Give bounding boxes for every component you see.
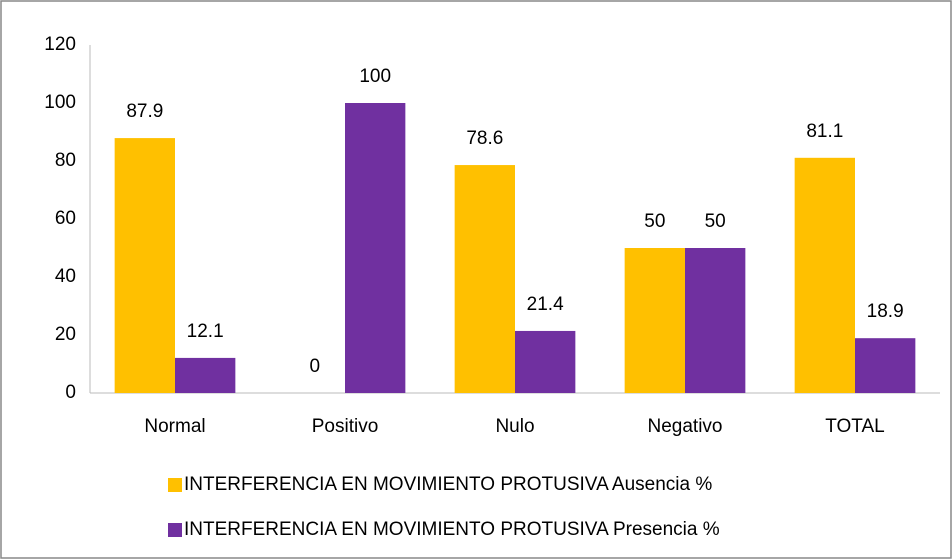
data-label: 87.9 [126, 101, 163, 122]
bar [515, 330, 576, 393]
y-tick-label: 40 [55, 266, 76, 287]
bar [685, 248, 746, 393]
bar [454, 165, 515, 393]
x-tick-label: Nulo [495, 416, 534, 437]
data-label: 81.1 [806, 121, 843, 142]
bar [794, 157, 855, 393]
data-label: 50 [644, 211, 665, 232]
data-label: 18.9 [867, 301, 904, 322]
data-label: 78.6 [466, 128, 503, 149]
y-tick-label: 20 [55, 324, 76, 345]
data-label: 12.1 [187, 321, 224, 342]
bar [855, 338, 916, 393]
data-label: 21.4 [527, 294, 564, 315]
data-label: 100 [359, 66, 391, 87]
legend-label: INTERFERENCIA EN MOVIMIENTO PROTUSIVA Au… [184, 474, 712, 495]
legend-label: INTERFERENCIA EN MOVIMIENTO PROTUSIVA Pr… [184, 519, 720, 540]
y-tick-label: 120 [44, 34, 76, 55]
data-label: 50 [705, 211, 726, 232]
y-tick-label: 80 [55, 150, 76, 171]
x-tick-label: Positivo [312, 416, 379, 437]
x-tick-label: Normal [144, 416, 205, 437]
y-tick-label: 60 [55, 208, 76, 229]
legend-swatch [168, 523, 182, 537]
bar [114, 138, 175, 393]
bar [175, 357, 236, 393]
data-label: 0 [310, 356, 321, 377]
x-tick-label: Negativo [648, 416, 723, 437]
y-tick-label: 0 [65, 382, 76, 403]
y-tick-label: 100 [44, 92, 76, 113]
bar [624, 248, 685, 393]
bar [345, 103, 406, 393]
legend-swatch [168, 478, 182, 492]
x-tick-label: TOTAL [825, 416, 884, 437]
